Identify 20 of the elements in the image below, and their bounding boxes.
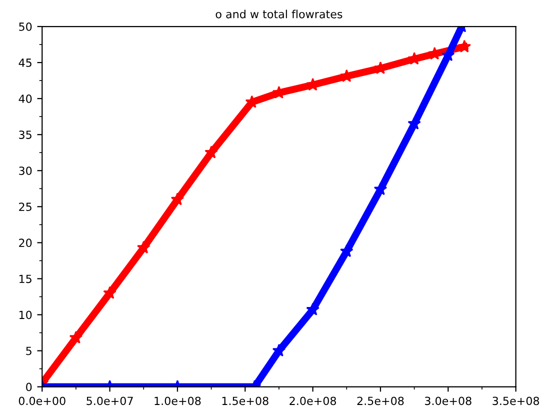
x-tick-label: 3.5e+08 xyxy=(492,396,540,406)
x-tick-label: 0.0e+00 xyxy=(18,396,66,406)
chart-title: o and w total flowrates xyxy=(216,10,342,18)
y-tick-label: 15 xyxy=(19,274,32,284)
x-tick-label: 2.0e+08 xyxy=(290,396,336,406)
y-tick-label: 0 xyxy=(26,382,32,392)
y-tick-label: 35 xyxy=(19,130,32,139)
y-tick-label: 30 xyxy=(19,166,32,176)
x-tick-label: 2.5e+08 xyxy=(357,396,404,406)
y-tick-label: 45 xyxy=(18,58,32,67)
y-tick-label: 50 xyxy=(19,22,32,31)
y-tick-label: 20 xyxy=(19,238,32,248)
y-tick-label: 25 xyxy=(19,202,32,212)
x-tick-label: 1.5e+08 xyxy=(222,396,268,406)
x-tick-label: 3.0e+08 xyxy=(425,396,472,406)
y-tick-label: 10 xyxy=(19,310,32,320)
y-tick-label: 5 xyxy=(26,346,32,356)
x-tick-label: 1.0e+08 xyxy=(154,396,201,406)
y-tick-label: 40 xyxy=(18,94,32,103)
x-tick-label: 5.0e+07 xyxy=(86,396,133,406)
